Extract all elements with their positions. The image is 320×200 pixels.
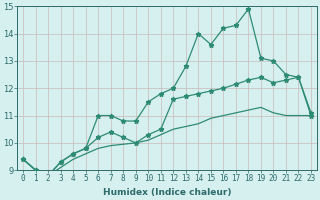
X-axis label: Humidex (Indice chaleur): Humidex (Indice chaleur)	[103, 188, 231, 197]
